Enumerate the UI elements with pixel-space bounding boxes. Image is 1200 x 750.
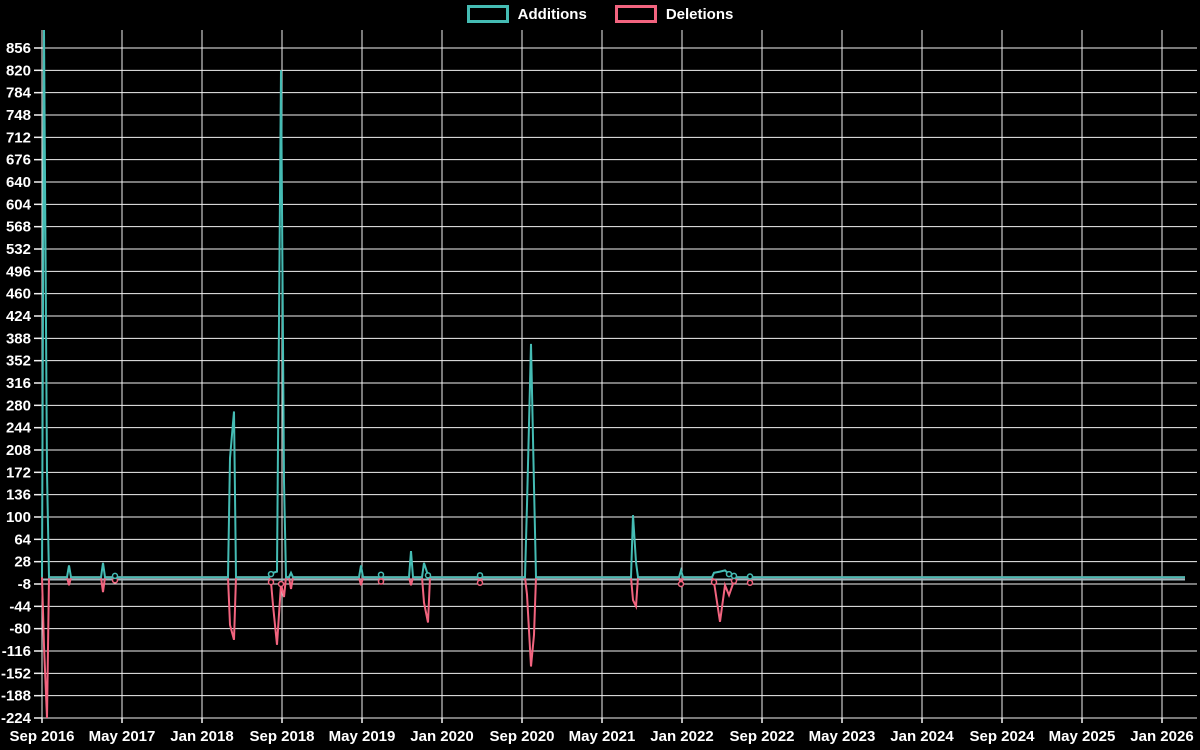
x-axis-tick-label: Jan 2024 [890, 728, 954, 745]
y-axis-tick-label: 784 [6, 85, 32, 102]
data-point-marker-deletions [746, 579, 754, 587]
data-point-marker-deletions [476, 579, 484, 587]
legend-item-deletions[interactable]: Deletions [614, 5, 734, 23]
additions-swatch-icon [466, 5, 509, 23]
data-point-marker-additions [746, 573, 754, 580]
y-axis-tick-label: 316 [6, 375, 31, 392]
x-axis-tick-label: Sep 2024 [969, 728, 1035, 745]
y-axis-tick-label: 460 [6, 286, 31, 303]
y-axis-tick-label: 820 [6, 62, 31, 79]
x-axis-tick-label: May 2023 [809, 728, 876, 745]
y-axis-tick-label: 100 [6, 509, 31, 526]
x-axis-tick-label: Jan 2022 [650, 728, 713, 745]
x-axis-tick-label: Jan 2018 [170, 728, 233, 745]
data-point-marker-deletions [710, 578, 718, 586]
data-point-marker-deletions [277, 580, 285, 588]
y-axis-tick-label: 172 [6, 464, 31, 481]
y-axis-tick-label: 676 [6, 152, 31, 169]
x-axis-tick-label: Jan 2020 [410, 728, 473, 745]
chart-legend: Additions Deletions [0, 5, 1200, 23]
y-axis-tick-label: 568 [6, 219, 31, 236]
y-axis-tick-label: 532 [6, 241, 31, 258]
y-axis-tick-label: -224 [1, 710, 32, 727]
data-point-marker-additions [267, 570, 275, 578]
legend-label-additions: Additions [517, 5, 587, 23]
data-point-marker-additions [424, 572, 432, 579]
y-axis-tick-label: -152 [1, 665, 31, 682]
data-point-marker-additions [377, 571, 385, 578]
y-axis-tick-label: 244 [6, 420, 32, 437]
y-axis-tick-label: -80 [9, 621, 31, 638]
y-axis-tick-label: 856 [6, 40, 31, 57]
y-axis-tick-label: 388 [6, 330, 31, 347]
data-point-marker-additions [111, 572, 119, 580]
y-axis-tick-label: 136 [6, 487, 31, 504]
y-axis-tick-label: 28 [14, 554, 31, 571]
y-axis-tick-label: 424 [6, 308, 32, 325]
y-axis-tick-label: 640 [6, 174, 31, 191]
series-line-deletions [41, 576, 1185, 719]
y-axis-tick-label: 748 [6, 107, 31, 124]
data-point-marker-deletions [267, 578, 275, 586]
data-point-marker-deletions [677, 580, 685, 588]
y-axis-tick-label: -188 [1, 688, 31, 705]
y-axis-tick-label: -116 [2, 643, 31, 660]
x-axis-tick-label: Jan 2026 [1130, 728, 1193, 745]
data-point-marker-additions [730, 572, 738, 580]
data-point-marker-additions [725, 570, 733, 578]
x-axis-tick-label: May 2017 [89, 728, 156, 745]
y-axis-tick-label: -44 [9, 598, 31, 615]
data-point-marker-additions [476, 572, 484, 579]
x-axis-tick-label: May 2021 [569, 728, 636, 745]
x-axis-tick-label: May 2025 [1049, 728, 1116, 745]
x-axis-tick-label: Sep 2022 [729, 728, 794, 745]
x-axis-tick-label: Sep 2018 [249, 728, 314, 745]
y-axis-tick-label: -8 [18, 576, 31, 593]
y-axis-tick-label: 64 [14, 531, 31, 548]
legend-label-deletions: Deletions [665, 5, 734, 23]
y-axis-tick-label: 712 [6, 129, 31, 146]
x-axis-tick-label: Sep 2016 [9, 728, 74, 745]
x-axis-tick-label: May 2019 [329, 728, 396, 745]
x-axis-tick-label: Sep 2020 [489, 728, 554, 745]
y-axis-tick-label: 352 [6, 353, 31, 370]
data-point-marker-deletions [377, 578, 385, 585]
y-axis-tick-label: 604 [6, 196, 32, 213]
y-axis-tick-label: 280 [6, 397, 31, 414]
y-axis-tick-label: 496 [6, 263, 31, 280]
legend-item-additions[interactable]: Additions [466, 5, 587, 23]
deletions-swatch-icon [614, 5, 657, 23]
y-axis-tick-label: 208 [6, 442, 31, 459]
